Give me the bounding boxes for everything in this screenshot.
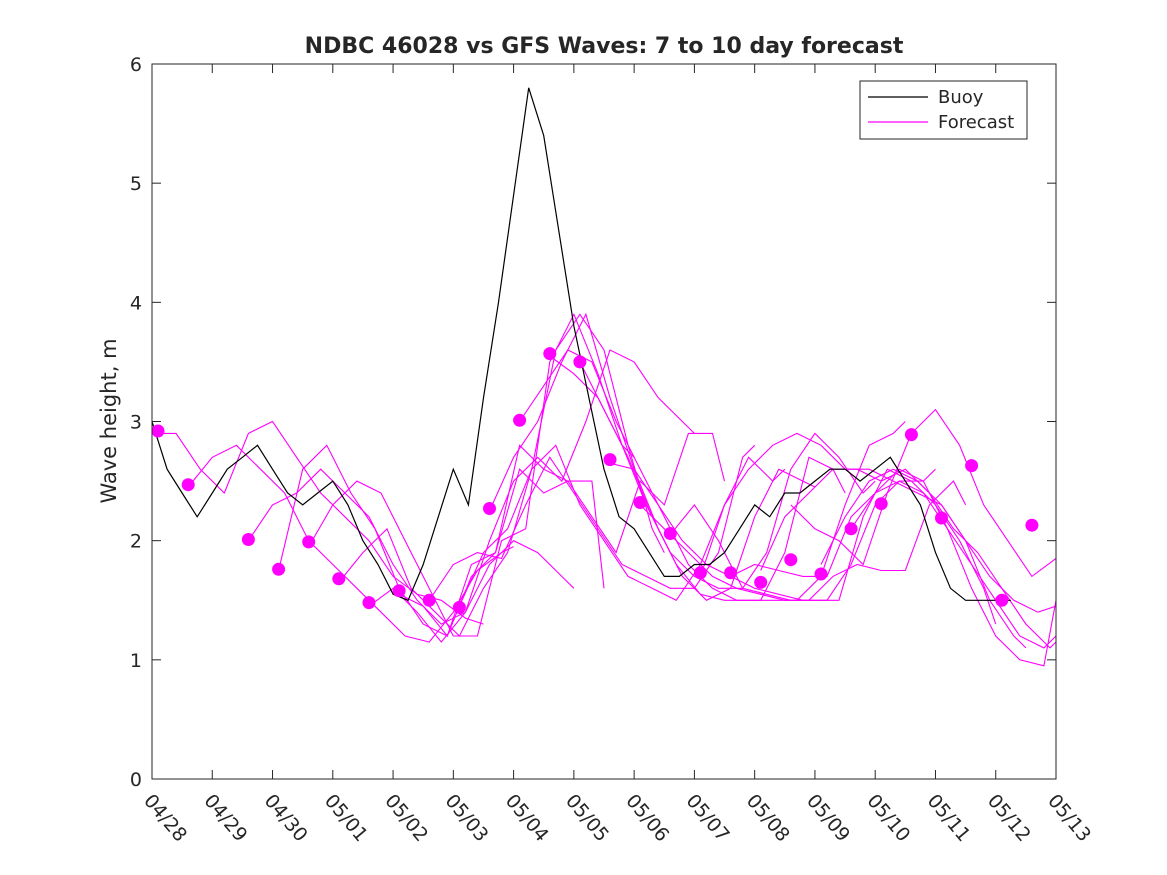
forecast-marker <box>513 413 527 427</box>
forecast-run-19 <box>730 468 1056 667</box>
forecast-marker <box>904 428 918 442</box>
forecast-marker <box>965 459 979 473</box>
forecast-marker <box>332 572 346 586</box>
forecast-marker <box>392 584 406 598</box>
forecast-run-7 <box>368 349 695 643</box>
y-axis-label: Wave height, m <box>97 338 121 503</box>
legend-buoy-label: Buoy <box>938 87 984 108</box>
forecast-marker <box>633 496 647 509</box>
forecast-run-14 <box>579 361 906 601</box>
forecast-run-17 <box>669 468 997 625</box>
forecast-marker <box>844 522 858 536</box>
y-tick-label: 2 <box>130 531 142 553</box>
traces <box>152 87 1056 667</box>
forecast-marker <box>995 593 1009 607</box>
y-tick-label: 6 <box>130 54 142 76</box>
forecast-marker <box>241 533 255 546</box>
forecast-run-3 <box>247 468 575 625</box>
plot-area <box>152 87 1056 667</box>
forecast-marker <box>603 453 617 467</box>
forecast-run-9 <box>428 444 756 601</box>
y-tick-label: 5 <box>130 173 142 195</box>
forecast-marker <box>483 502 496 515</box>
forecast-marker <box>152 424 165 438</box>
forecast-run-15 <box>609 462 936 601</box>
forecast-run-23 <box>850 480 1056 649</box>
legend-box <box>859 80 1028 140</box>
forecast-marker <box>573 355 587 369</box>
forecast-marker <box>272 562 286 576</box>
forecast-marker <box>784 553 798 567</box>
y-tick-label: 1 <box>130 650 142 672</box>
y-tick-label: 3 <box>130 412 142 434</box>
forecast-run-6 <box>338 313 665 637</box>
forecast-marker <box>452 600 466 614</box>
forecast-marker <box>874 497 888 511</box>
forecast-marker <box>724 566 738 580</box>
forecast-marker <box>181 478 195 492</box>
legend-forecast-label: Forecast <box>938 112 1014 133</box>
forecast-run-5 <box>308 312 635 637</box>
forecast-marker <box>693 566 707 580</box>
forecast-run-12 <box>519 349 846 601</box>
forecast-run-10 <box>458 444 786 607</box>
forecast-marker <box>814 567 828 581</box>
forecast-marker <box>663 527 677 540</box>
forecast-marker <box>543 347 557 361</box>
forecast-marker <box>935 511 948 525</box>
forecast-marker <box>362 596 376 610</box>
chart-title: NDBC 46028 vs GFS Waves: 7 to 10 day for… <box>305 34 904 59</box>
forecast-run-21 <box>790 408 1056 578</box>
forecast-marker <box>422 593 436 607</box>
forecast-marker <box>754 575 768 589</box>
forecast-marker <box>302 535 316 549</box>
forecast-marker <box>1025 518 1039 532</box>
y-tick-label: 4 <box>130 292 142 314</box>
y-tick-label: 0 <box>130 769 142 791</box>
forecast-run-22 <box>820 468 1056 613</box>
legend: Buoy Forecast <box>859 80 1028 140</box>
